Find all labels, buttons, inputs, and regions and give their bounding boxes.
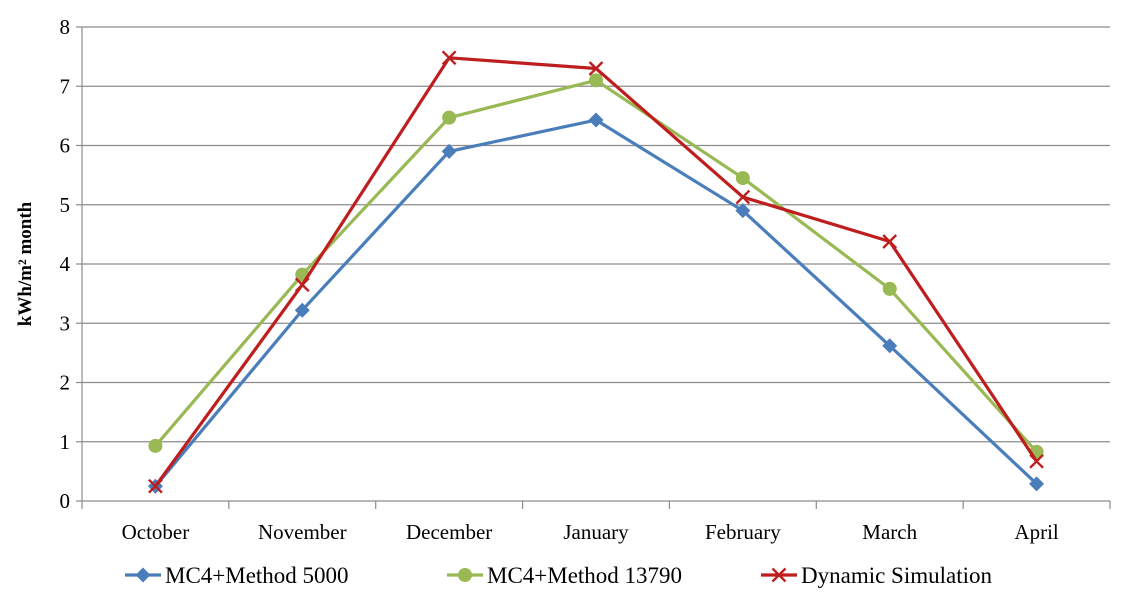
y-axis-ticks: 0 1 2 3 4 5 6 7 8 [60, 15, 82, 513]
x-tick-label: October [122, 520, 190, 544]
gridlines [82, 26, 1110, 443]
data-point-marker [148, 478, 163, 494]
data-point-marker [294, 302, 310, 318]
y-tick-label: 7 [60, 74, 71, 98]
data-point-marker [442, 110, 457, 125]
data-point-marker [1029, 476, 1045, 492]
y-tick-label: 8 [60, 15, 71, 39]
data-point-marker [148, 438, 163, 453]
legend-label: Dynamic Simulation [801, 563, 993, 588]
x-tick-label: December [406, 520, 492, 544]
x-axis-ticks: October November December January February Ma… [81, 501, 1111, 544]
x-tick-label: January [563, 520, 629, 544]
y-tick-label: 3 [60, 311, 71, 335]
y-tick-label: 2 [60, 371, 71, 395]
series-group [147, 50, 1045, 494]
data-point-marker [882, 338, 898, 354]
data-point-marker [588, 112, 604, 128]
y-tick-label: 1 [60, 430, 71, 454]
series-3 [148, 50, 1044, 494]
legend-swatch-marker [771, 567, 787, 583]
data-point-marker [441, 143, 457, 159]
y-axis-label: kWh/m² month [15, 201, 36, 326]
legend-item: MC4+Method 13790 [447, 563, 682, 588]
legend-label: MC4+Method 13790 [487, 563, 682, 588]
data-point-marker [589, 73, 603, 88]
legend: MC4+Method 5000 MC4+Method 13790 Dynamic S… [125, 563, 993, 588]
series-1 [147, 112, 1045, 494]
data-point-marker [882, 234, 898, 249]
legend-item: MC4+Method 5000 [125, 563, 349, 588]
x-tick-label: April [1014, 520, 1058, 544]
x-tick-label: February [705, 520, 781, 544]
data-point-marker [882, 281, 897, 296]
legend-swatch-marker [135, 567, 151, 583]
y-tick-label: 6 [60, 134, 71, 158]
data-point-marker [588, 61, 604, 76]
legend-label: MC4+Method 5000 [165, 563, 349, 588]
x-tick-label: March [862, 520, 917, 544]
data-point-marker [294, 277, 310, 293]
legend-swatch-marker [458, 568, 472, 582]
data-point-marker [1029, 453, 1044, 469]
data-point-marker [441, 50, 457, 66]
legend-item: Dynamic Simulation [761, 563, 993, 588]
data-point-marker [735, 203, 751, 219]
data-point-marker [735, 189, 751, 205]
x-tick-label: November [258, 520, 347, 544]
data-point-marker [735, 171, 750, 186]
y-tick-label: 0 [60, 489, 71, 513]
y-tick-label: 5 [60, 193, 71, 217]
series-2 [148, 73, 1044, 459]
y-tick-label: 4 [60, 252, 71, 276]
